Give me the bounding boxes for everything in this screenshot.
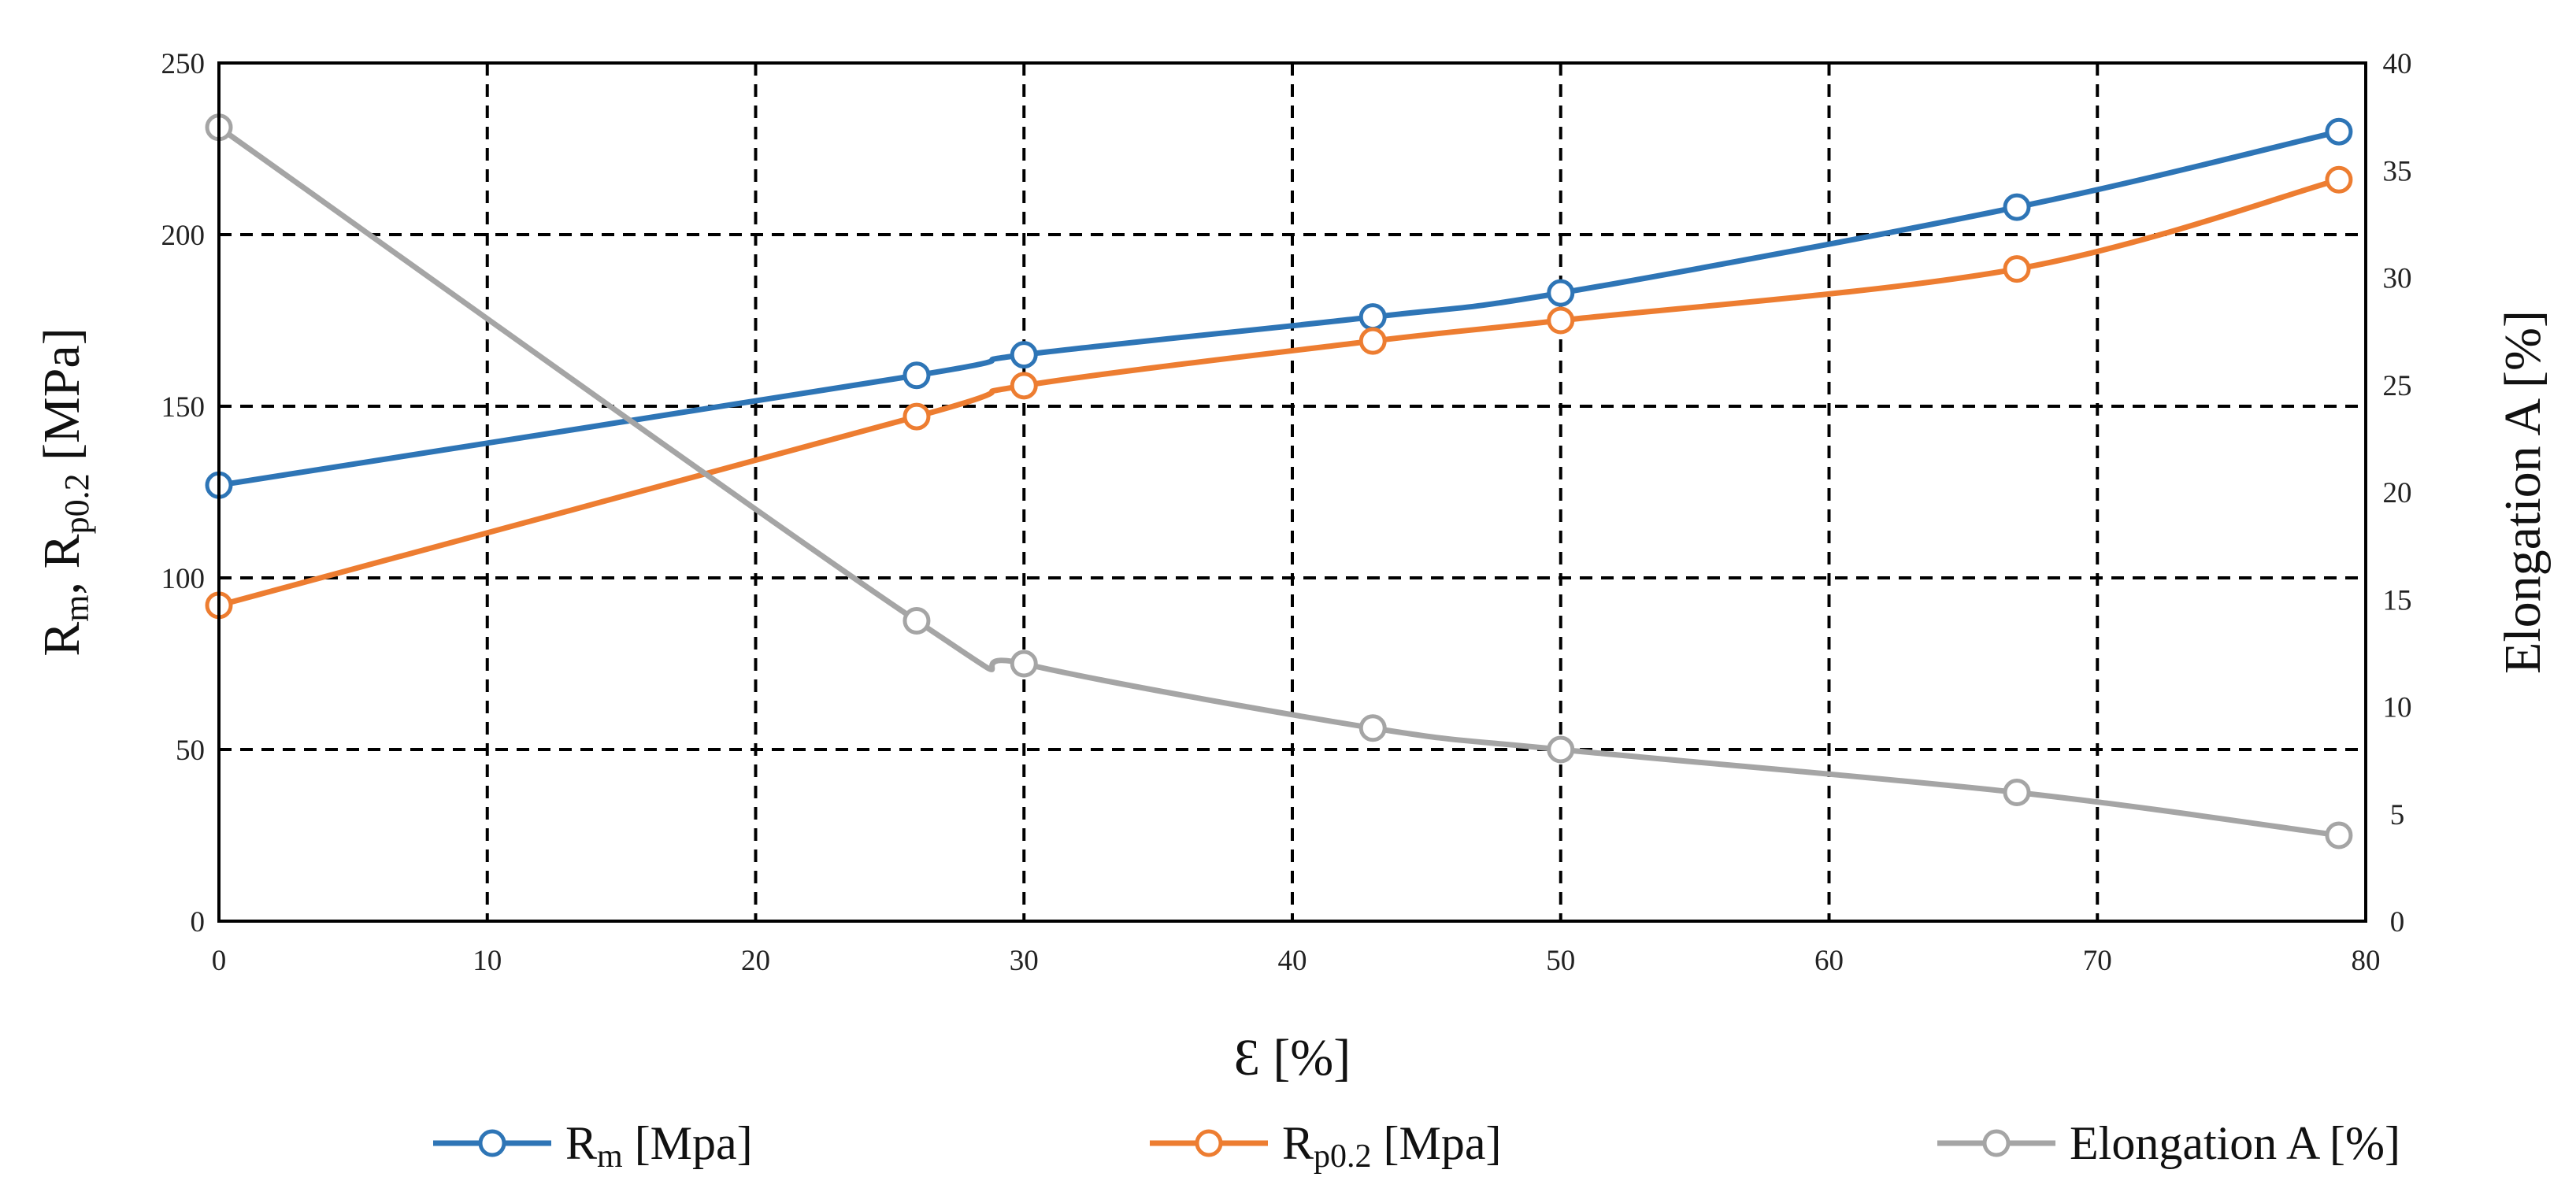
legend-marker-rp02 bbox=[1195, 1129, 1223, 1157]
y2-tick-label: 20 bbox=[2383, 477, 2412, 509]
plot-frame bbox=[217, 61, 2367, 923]
x-tick-label: 40 bbox=[1278, 945, 1307, 977]
legend-item-elongation: Elongation A [%] bbox=[1937, 1117, 2400, 1169]
series-rp02 bbox=[205, 165, 2353, 620]
legend-label-elongation: Elongation A [%] bbox=[2070, 1117, 2400, 1169]
y2-tick-label: 15 bbox=[2383, 584, 2412, 616]
data-point-elongation bbox=[903, 607, 931, 635]
legend-label-rm-sub: m bbox=[597, 1138, 623, 1175]
legend-item-rm: Rm [Mpa] bbox=[433, 1117, 753, 1175]
y-axis-title-sub1: m bbox=[57, 594, 96, 621]
x-tick-label: 10 bbox=[473, 945, 502, 977]
y-tick-label: 200 bbox=[161, 220, 206, 252]
series-line-rp02 bbox=[218, 176, 2340, 609]
y2-tick-label: 10 bbox=[2383, 692, 2412, 724]
series-rm bbox=[205, 117, 2353, 499]
grid bbox=[219, 63, 2366, 921]
y-axis-title-unit: [MPa] bbox=[33, 328, 91, 473]
legend-label-rp02-unit: [Mpa] bbox=[1372, 1117, 1502, 1169]
y2-tick-label: 5 bbox=[2390, 799, 2405, 831]
y-tick-label: 0 bbox=[191, 906, 206, 938]
x-tick-label: 60 bbox=[1814, 945, 1844, 977]
data-point-rp02 bbox=[903, 402, 931, 431]
data-point-rm bbox=[1547, 279, 1575, 307]
data-point-elongation bbox=[1010, 650, 1038, 678]
y-tick-label: 50 bbox=[176, 735, 205, 767]
y-axis-title-mid: , R bbox=[33, 534, 91, 594]
data-point-rm bbox=[1010, 341, 1038, 369]
x-axis-title: Ɛ [%] bbox=[1234, 1029, 1351, 1086]
data-point-rp02 bbox=[1358, 327, 1387, 355]
series-line-rm bbox=[218, 128, 2340, 488]
data-point-rm bbox=[903, 361, 931, 390]
y2-tick-label: 35 bbox=[2383, 155, 2412, 187]
y-axis-title: Rm, Rp0.2 [MPa] bbox=[33, 328, 96, 656]
x-tick-label: 70 bbox=[2083, 945, 2112, 977]
x-tick-label: 50 bbox=[1546, 945, 1575, 977]
legend: Rm [Mpa] Rp0.2 [Mpa] Elongation A [%] bbox=[433, 1117, 2400, 1175]
series-layer bbox=[205, 113, 2353, 850]
x-tick-label: 20 bbox=[741, 945, 770, 977]
y-axis-title-sub2: p0.2 bbox=[57, 473, 96, 534]
y2-axis-title: Elongation A [%] bbox=[2494, 310, 2552, 674]
data-point-rp02 bbox=[2003, 255, 2031, 283]
y-tick-label: 250 bbox=[161, 48, 206, 80]
legend-label-rp02: Rp0.2 [Mpa] bbox=[1282, 1117, 1501, 1175]
data-point-rp02 bbox=[1010, 372, 1038, 400]
y2-tick-label: 0 bbox=[2390, 906, 2405, 938]
legend-label-rm-main: R bbox=[565, 1117, 597, 1169]
legend-label-rm-unit: [Mpa] bbox=[623, 1117, 753, 1169]
legend-marker-elongation bbox=[1982, 1129, 2011, 1157]
y-tick-label: 150 bbox=[161, 391, 206, 424]
data-point-rm bbox=[1358, 303, 1387, 331]
series-line-elongation bbox=[217, 124, 2340, 838]
legend-label-rm: Rm [Mpa] bbox=[565, 1117, 753, 1175]
data-point-elongation bbox=[1358, 714, 1387, 742]
x-tick-label: 0 bbox=[212, 945, 227, 977]
tick-labels: 0 10 20 30 40 50 60 70 80 0 50 100 150 200 250 0 5 10 15 20… bbox=[161, 48, 2412, 977]
legend-item-rp02: Rp0.2 [Mpa] bbox=[1150, 1117, 1501, 1175]
x-tick-label: 80 bbox=[2352, 945, 2381, 977]
legend-marker-rm bbox=[478, 1129, 506, 1157]
series-elongation bbox=[205, 113, 2353, 850]
y-tick-label: 100 bbox=[161, 563, 206, 595]
y-axis-title-r: R bbox=[33, 622, 91, 657]
data-point-rm bbox=[2003, 193, 2031, 221]
y2-tick-label: 25 bbox=[2383, 370, 2412, 402]
legend-label-rp02-sub: p0.2 bbox=[1314, 1138, 1372, 1175]
data-point-rp02 bbox=[1547, 306, 1575, 335]
data-point-elongation bbox=[2325, 821, 2353, 850]
legend-label-rp02-main: R bbox=[1282, 1117, 1314, 1169]
data-point-elongation bbox=[2003, 779, 2031, 806]
data-point-rm bbox=[2325, 117, 2353, 146]
data-point-elongation bbox=[1547, 735, 1575, 764]
y2-tick-label: 40 bbox=[2383, 48, 2412, 80]
x-tick-label: 30 bbox=[1010, 945, 1039, 977]
y2-tick-label: 30 bbox=[2383, 263, 2412, 295]
data-point-rp02 bbox=[2325, 165, 2353, 194]
